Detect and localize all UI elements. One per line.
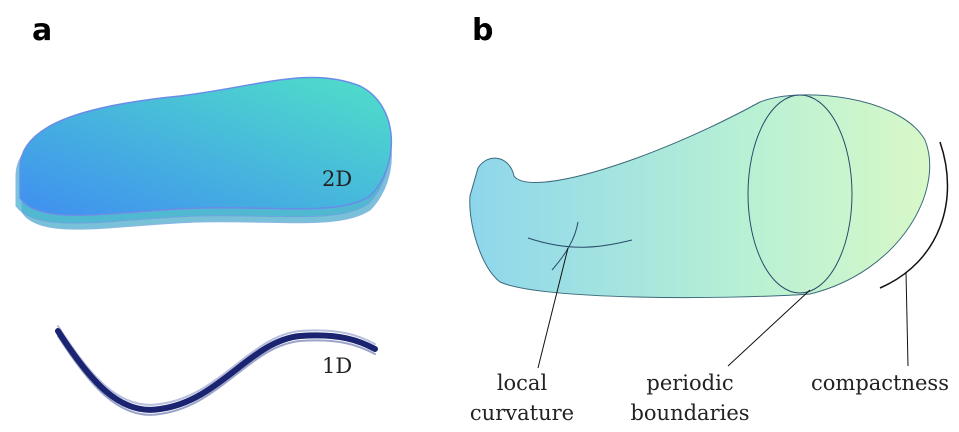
annotation: compactness: [811, 371, 949, 395]
annotation: curvature: [470, 401, 574, 425]
surface-2d: [16, 77, 391, 229]
panel-label: a: [32, 13, 52, 48]
leader-line: [906, 272, 908, 366]
manifold: [470, 95, 930, 298]
annotation: local: [497, 371, 548, 395]
panel-b: b local curvature periodic boundaries co…: [470, 13, 949, 425]
panel-a: a 2D 1D: [16, 13, 391, 415]
annotation: 1D: [322, 354, 352, 378]
annotation: 2D: [322, 167, 352, 191]
leader-line: [728, 290, 810, 366]
layer: [20, 77, 391, 215]
annotation: boundaries: [630, 401, 749, 425]
panel-label: b: [472, 13, 493, 48]
figure: a 2D 1D b local curvature periodic bound…: [0, 0, 959, 432]
annotation: periodic: [646, 371, 733, 395]
